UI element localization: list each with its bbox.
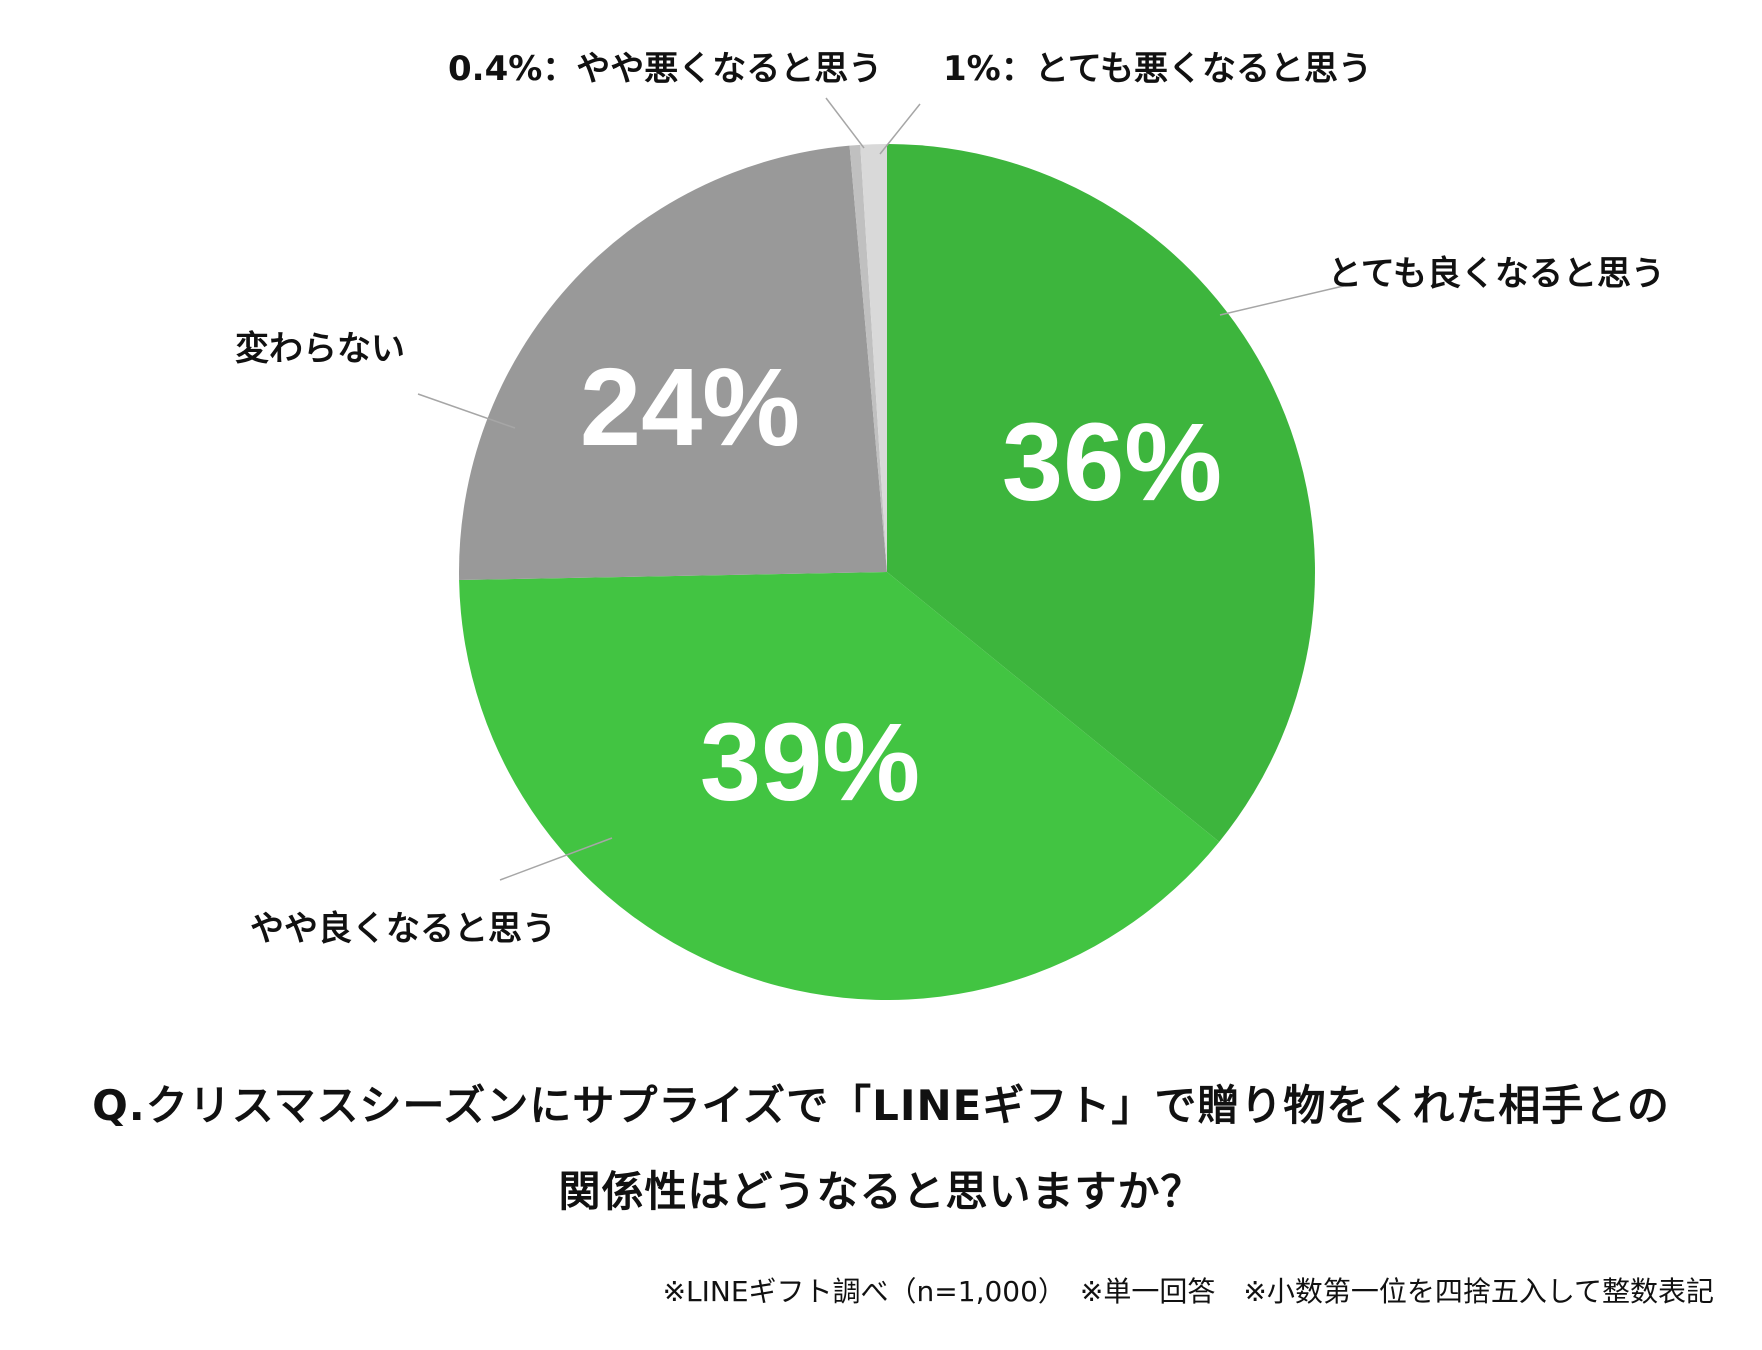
slice-category-label: 1%：とても悪くなると思う [943, 49, 1372, 89]
pie-slice [887, 144, 1315, 842]
slice-value-label: 36% [1002, 401, 1222, 524]
slice-category-label: とても良くなると思う [1328, 254, 1665, 294]
leader-line [417, 393, 516, 429]
pie-slice [459, 572, 1220, 1000]
question-line-1: Q.クリスマスシーズンにサプライズで「LINEギフト」で贈り物をくれた相手との [92, 1081, 1670, 1130]
slice-value-label: 39% [700, 701, 920, 824]
slice-value-label: 24% [580, 346, 800, 469]
slice-category-label: やや良くなると思う [250, 909, 556, 949]
leader-line [825, 97, 865, 149]
slice-category-label: 0.4%：やや悪くなると思う [448, 49, 882, 89]
slice-category-label: 変わらない [235, 329, 405, 369]
pie-labels: とても良くなると思う 36% やや良くなると思う 39% 変わらない 24% 0.4%：やや… [235, 49, 1665, 949]
leader-lines [417, 97, 1353, 881]
pie-slice [849, 144, 887, 572]
leader-line [1219, 283, 1353, 316]
leader-line [499, 837, 613, 881]
pie-slice [459, 145, 887, 581]
leader-line [879, 103, 921, 155]
pie-slices [459, 144, 1315, 1000]
survey-note: ※LINEギフト調べ（n=1,000） ※単一回答 ※小数第一位を四捨五入して整… [662, 1275, 1714, 1308]
pie-slice [860, 144, 887, 572]
question-line-2: 関係性はどうなると思いますか？ [558, 1167, 1204, 1216]
